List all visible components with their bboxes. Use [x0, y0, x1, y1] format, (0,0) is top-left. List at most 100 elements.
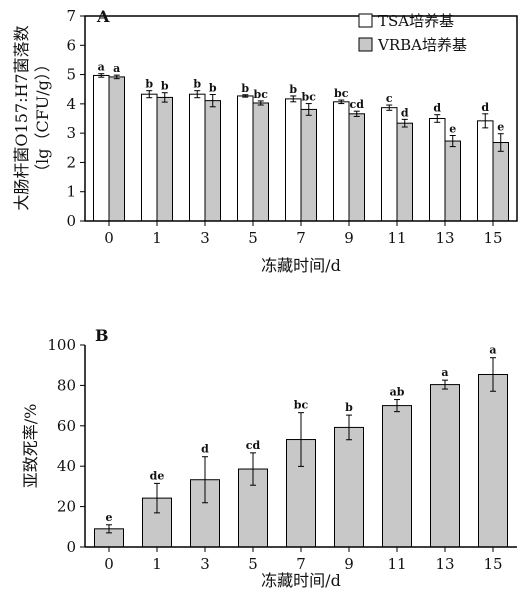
- panel-b-x-tick-label: 7: [296, 555, 306, 573]
- panel-a-tsa-13-bar: [429, 118, 446, 222]
- panel-a-x-axis-label: 冻藏时间/d: [261, 256, 341, 275]
- legend-label-vrba: VRBA培养基: [377, 36, 467, 54]
- panel-b-y-tick-label: 20: [57, 498, 76, 516]
- panel-a-x-tick-label: 3: [200, 229, 210, 247]
- panel-a-vrba-9-sig-label: cd: [350, 98, 365, 111]
- panel-b-bars: e de d cd bc b ab a a: [94, 344, 508, 548]
- panel-a-frame: [84, 15, 518, 222]
- panel-a-y-tick-label: 7: [66, 7, 76, 25]
- panel-a-x-tick-label: 15: [483, 229, 502, 247]
- panel-b-7-sig-label: bc: [294, 399, 309, 412]
- panel-b-9-sig-label: b: [345, 401, 353, 414]
- panel-a-tsa-7-sig-label: b: [289, 83, 297, 96]
- panel-a-tsa-9-bar: [333, 101, 350, 222]
- panel-a-x-tick-label: 1: [152, 229, 162, 247]
- panel-b-x-tick-label: 11: [387, 555, 406, 573]
- panel-b-3-sig-label: d: [201, 443, 209, 456]
- panel-b-1-sig-label: de: [150, 469, 165, 482]
- panel-a-tsa-1-bar: [141, 93, 158, 222]
- panel-a-x-tick-label: 11: [387, 229, 406, 247]
- panel-a-vrba-11-sig-label: d: [401, 106, 409, 119]
- panel-a-vrba-11-bar: [396, 122, 413, 222]
- panel-a-x-tick-label: 5: [248, 229, 258, 247]
- panel-a-tsa-11-bar: [381, 107, 398, 222]
- panel-a-vrba-9-bar: [348, 113, 365, 222]
- panel-a-y-tick-label: 6: [66, 36, 76, 54]
- panel-b-x-tick-label: 15: [483, 555, 502, 573]
- panel-b-label: B: [95, 326, 109, 345]
- panel-b-y-tick-label: 60: [57, 417, 76, 435]
- panel-a-x-tick-label: 13: [435, 229, 454, 247]
- panel-a-vrba-13-sig-label: e: [449, 122, 456, 135]
- panel-a-tsa-7-bar: [285, 98, 302, 222]
- panel-a-vrba-7-bar: [300, 108, 317, 222]
- panel-a-legend: TSA培养基 VRBA培养基: [358, 12, 467, 54]
- legend-swatch-vrba: [358, 37, 373, 52]
- panel-a-vrba-0-sig-label: a: [113, 62, 120, 75]
- legend-swatch-tsa: [358, 13, 373, 28]
- panel-b-7-bar: [286, 439, 316, 548]
- panel-a-tsa-5-bar: [237, 95, 254, 222]
- panel-b-x-tick-label: 1: [152, 555, 162, 573]
- panel-a-label: A: [96, 7, 110, 26]
- panel-a-tsa-9-sig-label: bc: [334, 87, 349, 100]
- panel-b-13-bar: [430, 384, 460, 548]
- panel-a-vrba-5-bar: [252, 102, 269, 222]
- panel-a-vrba-3-bar: [204, 100, 221, 222]
- panel-a-tsa-0-bar: [93, 74, 110, 222]
- panel-a-y-axis-label-line1: 大肠杆菌O157:H7菌落数: [12, 25, 31, 210]
- panel-b-5-sig-label: cd: [246, 439, 261, 452]
- panel-b-y-tick-label: 80: [57, 376, 76, 394]
- panel-a-vrba-0-bar: [108, 76, 125, 222]
- panel-b-0-sig-label: e: [106, 511, 113, 524]
- panel-b-y-axis-label: 亚致死率/%: [21, 404, 40, 489]
- panel-a-tsa-13-sig-label: d: [433, 102, 441, 115]
- panel-b-y-tick-label: 40: [57, 457, 76, 475]
- panel-a-tsa-0-sig-label: a: [98, 61, 105, 74]
- panel-a-vrba-1-bar: [156, 96, 173, 222]
- panel-a-vrba-7-sig-label: bc: [302, 91, 317, 104]
- panel-a-y-tick-label: 5: [66, 66, 76, 84]
- panel-b-x-tick-label: 13: [435, 555, 454, 573]
- panel-a-vrba-15-sig-label: e: [497, 121, 504, 134]
- panel-b-x-tick-label: 9: [344, 555, 354, 573]
- panel-a-vrba-5-sig-label: bc: [254, 88, 269, 101]
- panel-a-vrba-1-sig-label: b: [161, 80, 169, 93]
- panel-a-x-tick-label: 9: [344, 229, 354, 247]
- panel-b-11-bar: [382, 405, 412, 548]
- panel-b-11-sig-label: ab: [390, 386, 405, 399]
- panel-a-tsa-3-sig-label: b: [193, 78, 201, 91]
- panel-a-vrba-15-bar: [492, 142, 509, 222]
- panel-b-y-tick-label: 100: [47, 336, 76, 354]
- panel-a-tsa-15-sig-label: d: [481, 101, 489, 114]
- panel-b-13-sig-label: a: [441, 366, 448, 379]
- panel-a-y-tick-label: 2: [66, 153, 76, 171]
- panel-b-9-bar: [334, 426, 364, 548]
- panel-a-y-tick-label: 3: [66, 124, 76, 142]
- panel-a-y-axis-label-line2: （lg（CFU/g））: [33, 56, 52, 180]
- panel-a-tsa-5-sig-label: b: [241, 82, 249, 95]
- panel-b-y-tick-label: 0: [66, 538, 76, 556]
- panel-b-x-tick-label: 3: [200, 555, 210, 573]
- panel-a-x-tick-label: 7: [296, 229, 306, 247]
- panel-a-y-tick-label: 4: [66, 95, 76, 113]
- panel-a-y-tick-label: 0: [66, 212, 76, 230]
- panel-b-15-sig-label: a: [489, 344, 496, 357]
- panel-b-15-bar: [478, 373, 508, 548]
- panel-b-x-tick-label: 5: [248, 555, 258, 573]
- panel-b-x-axis-label: 冻藏时间/d: [261, 571, 341, 590]
- panel-a-tsa-15-bar: [477, 120, 494, 222]
- panel-a-tsa-1-sig-label: b: [145, 78, 153, 91]
- panel-a-vrba-3-sig-label: b: [209, 81, 217, 94]
- panel-b-x-tick-label: 0: [104, 555, 114, 573]
- panel-a-tsa-11-sig-label: c: [386, 92, 393, 105]
- panel-a-y-tick-label: 1: [66, 183, 76, 201]
- panel-a-tsa-3-bar: [189, 93, 206, 222]
- legend-label-tsa: TSA培养基: [378, 12, 454, 30]
